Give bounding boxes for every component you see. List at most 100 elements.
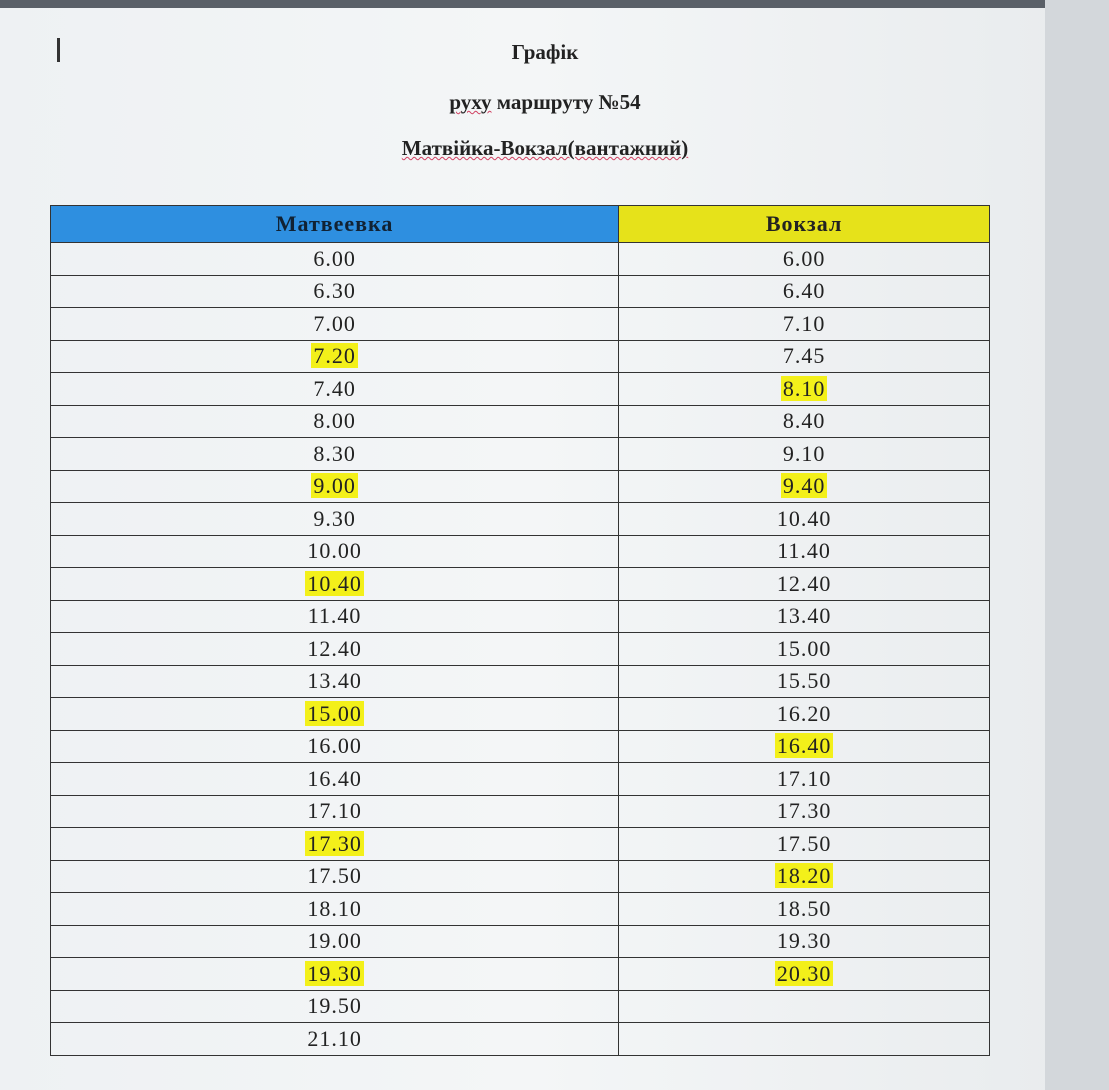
matveevka-time: 13.40: [307, 668, 362, 694]
matveevka-time-cell: 7.00: [49, 307, 620, 341]
vokzal-time-cell: 15.50: [618, 664, 990, 698]
vokzal-time: 13.40: [776, 603, 832, 629]
matveevka-time: 19.00: [307, 928, 362, 954]
table-row: 6.30 6.40: [49, 274, 990, 308]
vokzal-time: 16.40: [774, 733, 834, 759]
matveevka-time: 21.10: [307, 1025, 362, 1051]
vokzal-time-cell: [618, 1022, 990, 1056]
vokzal-time: 6.40: [782, 278, 826, 304]
matveevka-time: 17.50: [307, 863, 362, 889]
table-row: 9.30 10.40: [49, 502, 990, 536]
table-row: 7.00 7.10: [49, 307, 990, 341]
matveevka-time-cell: 21.10: [49, 1022, 620, 1056]
vokzal-time-cell: 17.10: [618, 762, 990, 796]
vokzal-time-cell: 18.20: [618, 859, 990, 893]
vokzal-time-cell: 10.40: [618, 502, 990, 536]
vokzal-time: 18.50: [776, 895, 832, 921]
vokzal-time: 6.00: [782, 245, 826, 271]
screen-top-bezel: [0, 0, 1109, 10]
matveevka-time: 11.40: [307, 603, 362, 629]
vokzal-time: 9.40: [780, 473, 828, 499]
vokzal-time: 15.50: [776, 668, 832, 694]
matveevka-time-cell: 16.40: [49, 762, 620, 796]
table-row: 21.10: [49, 1022, 990, 1056]
vokzal-time-cell: 12.40: [618, 567, 990, 601]
vokzal-time-cell: 6.40: [618, 274, 990, 308]
vokzal-time-cell: 20.30: [618, 957, 990, 991]
matveevka-time-cell: 15.00: [49, 697, 620, 731]
vokzal-time: 16.20: [776, 700, 832, 726]
vokzal-time: 11.40: [777, 538, 831, 564]
table-row: 19.50: [49, 989, 990, 1023]
vokzal-time-cell: 7.45: [618, 339, 990, 373]
vokzal-time-cell: 7.10: [618, 307, 990, 341]
table-row: 6.00 6.00: [49, 242, 990, 276]
vokzal-time: 17.10: [776, 765, 832, 791]
vokzal-time: 7.45: [782, 343, 826, 369]
vokzal-time-cell: 6.00: [618, 242, 990, 276]
matveevka-time: 17.30: [305, 830, 364, 856]
vokzal-time-cell: [618, 989, 990, 1023]
matveevka-time-cell: 19.00: [49, 924, 620, 958]
table-row: 9.00 9.40: [49, 469, 990, 503]
matveevka-time: 7.40: [313, 375, 356, 401]
text-cursor: [57, 38, 60, 62]
table-row: 12.40 15.00: [49, 632, 990, 666]
matveevka-time-cell: 16.00: [49, 729, 620, 763]
matveevka-time-cell: 9.30: [49, 502, 620, 536]
schedule-table: Матвеевка Вокзал 6.00 6.00 6.30 6.40 7.00 7.1…: [49, 205, 990, 1056]
matveevka-time-cell: 8.00: [49, 404, 620, 438]
matveevka-time-cell: 7.40: [49, 372, 620, 406]
vokzal-time-cell: 16.20: [618, 697, 990, 731]
table-row: 8.00 8.40: [49, 404, 990, 438]
matveevka-time-cell: 19.50: [49, 989, 620, 1023]
vokzal-time: 8.10: [780, 375, 828, 401]
document-subtitle: руху маршруту №54: [449, 90, 641, 114]
vokzal-time-cell: 15.00: [618, 632, 990, 666]
vokzal-time: 20.30: [774, 960, 834, 986]
vokzal-time: 9.10: [782, 440, 826, 466]
vokzal-time-cell: 11.40: [618, 534, 990, 568]
matveevka-time-cell: 13.40: [49, 664, 620, 698]
table-row: 16.40 17.10: [49, 762, 990, 796]
matveevka-time: 6.30: [313, 278, 356, 304]
table-row: 10.00 11.40: [49, 534, 990, 568]
vokzal-time-cell: 13.40: [618, 599, 990, 633]
matveevka-time-cell: 18.10: [49, 892, 620, 926]
route-name: Матвійка-Вокзал(вантажний): [401, 136, 689, 160]
matveevka-time-cell: 8.30: [49, 437, 620, 471]
vokzal-time-cell: 9.10: [618, 437, 990, 471]
header-vokzal: Вокзал: [618, 205, 990, 243]
table-row: 19.30 20.30: [49, 957, 990, 991]
matveevka-time-cell: 10.00: [49, 534, 620, 568]
vokzal-time: 19.30: [776, 928, 832, 954]
matveevka-time: 19.50: [307, 993, 362, 1019]
matveevka-time: 15.00: [305, 700, 364, 726]
matveevka-time: 6.00: [313, 245, 356, 271]
vokzal-time: 17.30: [776, 798, 832, 824]
table-row: 7.40 8.10: [49, 372, 990, 406]
header-matveevka: Матвеевка: [49, 205, 620, 243]
matveevka-time-cell: 7.20: [49, 339, 620, 373]
vokzal-time: 15.00: [776, 635, 832, 661]
matveevka-time-cell: 17.50: [49, 859, 620, 893]
vokzal-time-cell: 19.30: [618, 924, 990, 958]
table-row: 19.00 19.30: [49, 924, 990, 958]
table-row: 11.40 13.40: [49, 599, 990, 633]
matveevka-time-cell: 17.30: [49, 827, 620, 861]
matveevka-time: 7.20: [311, 343, 358, 369]
matveevka-time: 17.10: [307, 798, 362, 824]
matveevka-time-cell: 6.30: [49, 274, 620, 308]
matveevka-time: 9.30: [313, 505, 356, 531]
matveevka-time: 8.30: [313, 440, 356, 466]
vokzal-time: 7.10: [782, 310, 826, 336]
vokzal-time-cell: 17.50: [618, 827, 990, 861]
vokzal-time: 17.50: [776, 830, 832, 856]
matveevka-time-cell: 12.40: [49, 632, 620, 666]
table-row: 13.40 15.50: [49, 664, 990, 698]
table-row: 7.20 7.45: [49, 339, 990, 373]
vokzal-time-cell: 17.30: [618, 794, 990, 828]
table-row: 17.50 18.20: [49, 859, 990, 893]
table-row: 10.40 12.40: [49, 567, 990, 601]
table-row: 16.00 16.40: [49, 729, 990, 763]
